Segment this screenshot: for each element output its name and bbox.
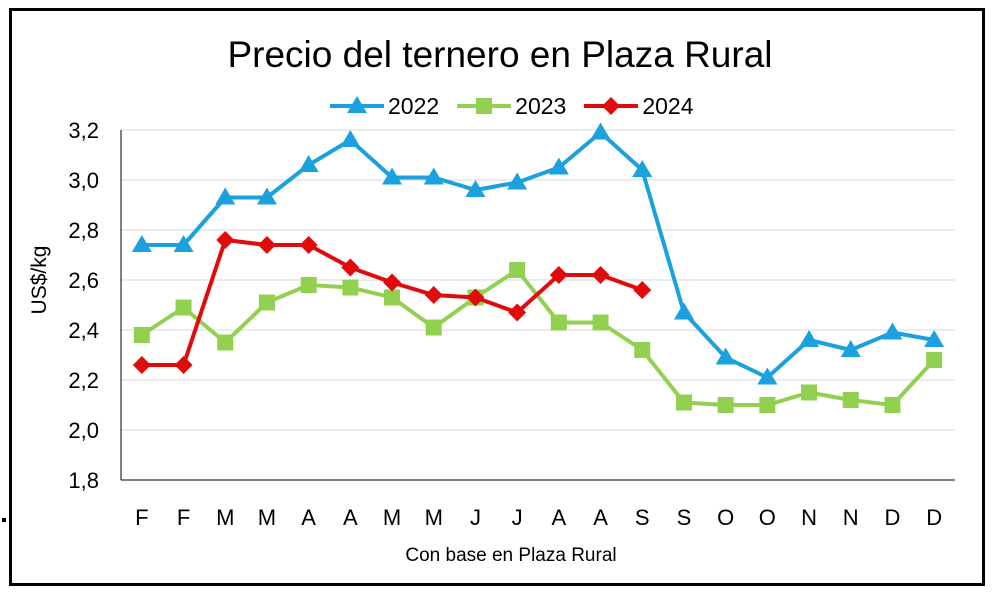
data-point-2022	[423, 167, 444, 185]
data-point-2022	[173, 235, 194, 252]
data-point-2023	[425, 319, 442, 336]
x-tick-label: O	[759, 505, 776, 530]
data-point-2022	[465, 180, 486, 197]
legend-swatch	[330, 96, 384, 113]
chart-legend: 2022 2023 2024	[330, 90, 712, 122]
data-point-2024	[549, 266, 568, 284]
data-point-2024	[174, 356, 193, 374]
legend-item-2023: 2023	[457, 91, 566, 121]
x-axis-label: Con base en Plaza Rural	[405, 545, 617, 566]
data-point-2022	[340, 130, 361, 147]
x-tick-label: M	[383, 505, 401, 530]
data-point-2024	[424, 286, 443, 304]
y-tick-label: 2,6	[68, 268, 99, 293]
data-point-2022	[882, 322, 903, 340]
data-point-2022	[757, 367, 778, 385]
chart-title: Precio del ternero en Plaza Rural	[227, 34, 773, 75]
data-point-2022	[840, 340, 861, 357]
data-point-2022	[256, 187, 277, 205]
data-point-2022	[298, 155, 319, 172]
data-point-2022	[799, 330, 820, 347]
data-point-2023	[550, 314, 567, 331]
data-point-2023	[258, 294, 275, 311]
data-point-2022	[673, 302, 694, 320]
data-point-2023	[133, 327, 150, 343]
x-tick-label: A	[301, 505, 316, 530]
data-point-2024	[341, 258, 360, 277]
legend-label: 2024	[642, 92, 694, 119]
data-point-2024	[299, 236, 318, 254]
y-tick-label: 1,8	[68, 468, 99, 493]
x-tick-label: M	[216, 505, 234, 530]
data-point-2023	[217, 334, 234, 351]
x-tick-label: F	[177, 505, 190, 530]
x-tick-label: F	[135, 505, 148, 530]
data-point-2023	[675, 394, 692, 411]
x-tick-label: S	[635, 505, 650, 530]
data-point-2024	[257, 236, 276, 254]
data-point-2022	[507, 172, 528, 190]
legend-item-2022: 2022	[330, 91, 439, 121]
x-tick-label: J	[470, 505, 481, 530]
data-point-2023	[175, 299, 192, 316]
legend-swatch	[457, 98, 512, 114]
data-point-2022	[215, 187, 236, 205]
x-tick-label: D	[885, 505, 901, 530]
data-point-2022	[548, 157, 569, 175]
x-tick-label: A	[552, 505, 567, 530]
data-point-2024	[508, 303, 527, 322]
x-tick-label: M	[258, 505, 276, 530]
x-tick-label: M	[425, 505, 443, 530]
data-point-2023	[384, 289, 401, 306]
x-tick-label: A	[343, 505, 358, 530]
data-point-2022	[632, 160, 653, 177]
y-tick-label: 2,0	[68, 418, 99, 443]
x-tick-label: S	[677, 505, 692, 530]
y-tick-label: 2,2	[68, 368, 99, 393]
x-tick-label: N	[801, 505, 817, 530]
data-point-2023	[592, 314, 609, 331]
data-point-2024	[216, 231, 235, 249]
data-point-2024	[383, 273, 402, 292]
data-point-2024	[132, 356, 151, 374]
data-point-2023	[759, 397, 776, 413]
x-tick-label: O	[717, 505, 734, 530]
y-tick-label: 3,2	[68, 118, 99, 143]
data-point-2023	[634, 342, 651, 358]
legend-item-2024: 2024	[584, 91, 694, 121]
data-point-2023	[717, 397, 734, 413]
x-tick-label: A	[593, 505, 608, 530]
y-tick-label: 2,8	[68, 218, 99, 243]
data-point-2023	[509, 262, 526, 278]
data-point-2023	[842, 392, 859, 408]
data-point-2023	[926, 352, 943, 368]
data-point-2024	[466, 288, 485, 307]
data-point-2022	[715, 347, 736, 365]
data-point-2022	[382, 167, 403, 185]
legend-label: 2022	[388, 92, 440, 119]
legend-label: 2023	[515, 92, 567, 119]
data-point-2023	[884, 397, 901, 413]
x-tick-label: J	[512, 505, 523, 530]
data-point-2023	[342, 279, 359, 296]
y-tick-label: 3,0	[68, 168, 99, 193]
legend-swatch	[584, 97, 639, 115]
stray-dot	[2, 518, 6, 522]
data-point-2024	[633, 281, 652, 299]
data-point-2022	[131, 235, 152, 252]
x-tick-label: D	[926, 505, 942, 530]
data-point-2022	[590, 122, 611, 140]
data-point-2022	[924, 330, 945, 347]
x-tick-label: N	[843, 505, 859, 530]
data-point-2023	[300, 277, 317, 293]
y-tick-label: 2,4	[68, 318, 99, 343]
data-point-2023	[801, 384, 818, 401]
data-point-2024	[591, 266, 610, 284]
